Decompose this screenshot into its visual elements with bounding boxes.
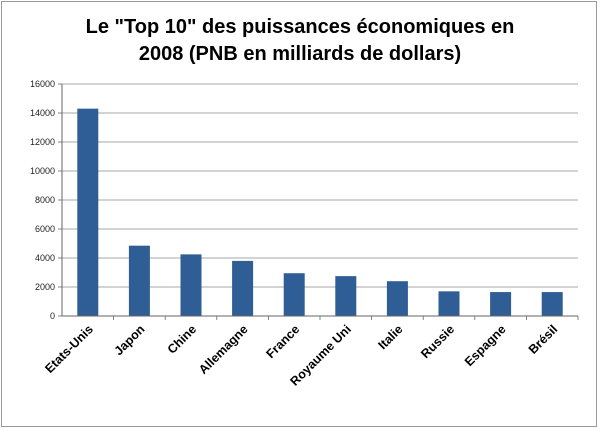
x-category-label: Chine bbox=[165, 322, 199, 356]
chart-title-line-1: Le "Top 10" des puissances économiques e… bbox=[85, 16, 515, 38]
bar bbox=[128, 245, 150, 316]
y-tick-label: 2000 bbox=[35, 282, 55, 292]
bar bbox=[438, 291, 460, 316]
bar bbox=[180, 254, 202, 316]
x-category-label: Italie bbox=[375, 322, 405, 352]
x-category-label: Allemagne bbox=[196, 322, 251, 377]
y-tick-label: 0 bbox=[50, 311, 55, 321]
x-category-label: Russie bbox=[418, 322, 457, 361]
x-category-label: Japon bbox=[112, 322, 148, 358]
bar bbox=[541, 292, 563, 316]
y-tick-label: 14000 bbox=[30, 108, 55, 118]
y-axis-ticks: 0 2000 4000 6000 8000 10000 12000 14000 16000 bbox=[30, 79, 62, 321]
bar bbox=[232, 260, 254, 316]
bar bbox=[283, 273, 305, 316]
y-tick-label: 10000 bbox=[30, 166, 55, 176]
y-tick-label: 16000 bbox=[30, 79, 55, 89]
bar bbox=[490, 292, 512, 316]
x-category-label: Espagne bbox=[462, 322, 509, 369]
chart-title: Le "Top 10" des puissances économiques e… bbox=[0, 14, 600, 68]
chart-title-line-2: 2008 (PNB en milliards de dollars) bbox=[138, 43, 462, 65]
y-tick-label: 8000 bbox=[35, 195, 55, 205]
axes bbox=[61, 84, 579, 320]
x-category-label: France bbox=[263, 322, 302, 361]
x-category-label: Brésil bbox=[526, 322, 560, 356]
y-tick-label: 4000 bbox=[35, 253, 55, 263]
gridlines bbox=[62, 83, 578, 288]
bar bbox=[386, 281, 408, 316]
bar bbox=[77, 108, 99, 317]
x-category-label: Etats-Unis bbox=[42, 322, 96, 376]
bar bbox=[335, 276, 357, 316]
y-tick-label: 12000 bbox=[30, 137, 55, 147]
y-tick-label: 6000 bbox=[35, 224, 55, 234]
bars bbox=[77, 108, 563, 317]
